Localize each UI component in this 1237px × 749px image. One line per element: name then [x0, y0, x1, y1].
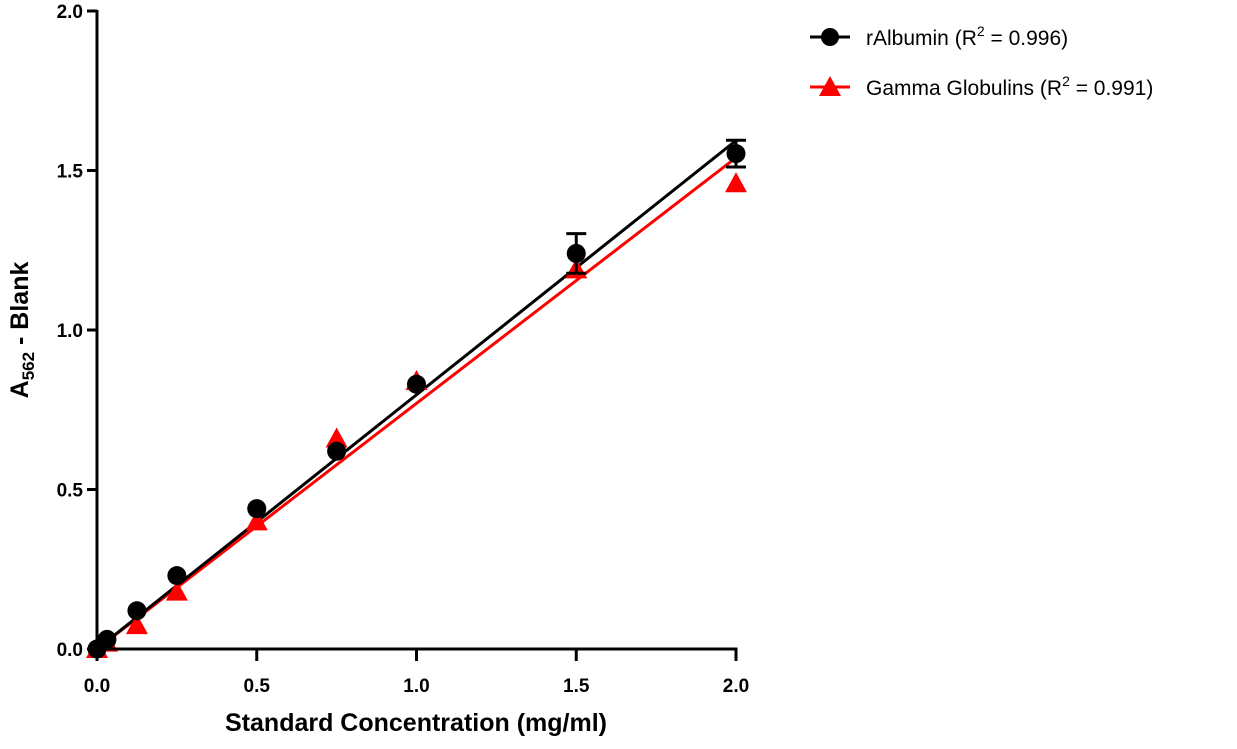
data-point-gamma-globulins: [725, 172, 747, 193]
legend: rAlbumin (R2 = 0.996) Gamma Globulins (R…: [810, 23, 1153, 100]
data-point-ralbumin: [167, 566, 187, 586]
y-axis-title-subscript: 562: [19, 352, 38, 380]
x-axis-title: Standard Concentration (mg/ml): [225, 709, 607, 737]
legend-marker-circle-icon: [821, 28, 839, 46]
legend-item-ralbumin: rAlbumin (R2 = 0.996): [810, 23, 1068, 50]
x-tick-label: 1.0: [403, 676, 429, 697]
y-tick-label: 0.5: [57, 481, 84, 502]
data-point-ralbumin: [327, 441, 347, 461]
data-point-ralbumin: [97, 629, 117, 649]
data-point-ralbumin: [247, 499, 267, 519]
fit-line-gamma-globulins: [96, 156, 737, 651]
legend-label-ralbumin: rAlbumin (R2 = 0.996): [866, 23, 1068, 50]
data-point-gamma-globulins: [125, 614, 148, 635]
data-point-gamma-globulins: [165, 580, 188, 601]
data-point-gamma-globulins: [325, 427, 348, 448]
y-tick-label: 1.5: [57, 162, 84, 183]
plot-area: [86, 138, 747, 659]
x-tick-label: 0.0: [84, 676, 110, 697]
x-tick-label: 1.5: [563, 676, 590, 697]
legend-marker-triangle-icon: [819, 76, 841, 96]
data-point-ralbumin: [407, 374, 426, 394]
x-tick-label: 0.5: [244, 676, 271, 697]
data-point-gamma-globulins: [245, 510, 268, 531]
data-point-ralbumin: [127, 601, 147, 621]
data-point-ralbumin: [566, 243, 586, 263]
y-tick-label: 1.0: [57, 321, 83, 342]
legend-label-gamma-globulins: Gamma Globulins (R2 = 0.991): [866, 73, 1153, 100]
y-axis: 0.0 0.5 1.0 1.5 2.0: [57, 2, 99, 661]
y-tick-label: 0.0: [57, 640, 83, 661]
y-tick-label: 2.0: [57, 2, 83, 23]
x-axis: 0.0 0.5 1.0 1.5 2.0: [84, 647, 749, 697]
legend-item-gamma-globulins: Gamma Globulins (R2 = 0.991): [810, 73, 1153, 100]
x-tick-label: 2.0: [723, 676, 749, 697]
data-point-ralbumin: [726, 144, 746, 164]
y-axis-title: A562 - Blank: [6, 262, 38, 399]
fit-line-ralbumin: [96, 139, 737, 651]
